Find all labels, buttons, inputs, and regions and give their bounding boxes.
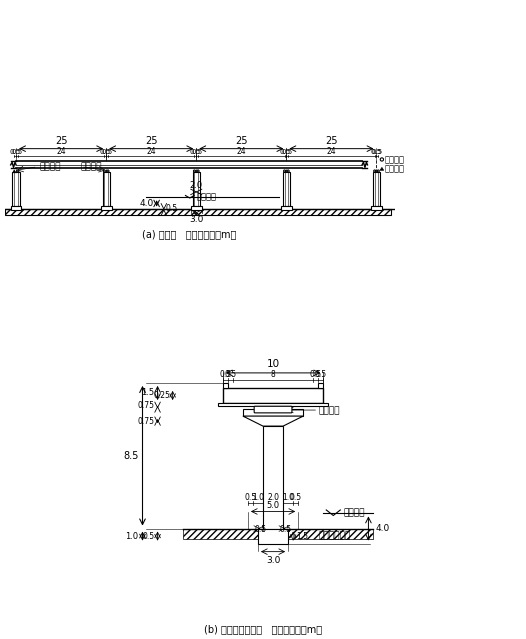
Text: 10: 10 bbox=[267, 359, 280, 369]
Circle shape bbox=[380, 158, 383, 161]
Text: 0.5: 0.5 bbox=[290, 493, 302, 502]
Text: 0.75: 0.75 bbox=[138, 417, 155, 426]
Text: 25: 25 bbox=[145, 137, 157, 146]
Text: 0.5: 0.5 bbox=[245, 493, 257, 502]
Text: (a) 立面图   （长度单位：m）: (a) 立面图 （长度单位：m） bbox=[142, 229, 236, 239]
Text: 4.0: 4.0 bbox=[376, 524, 390, 533]
Bar bbox=[193, 172, 200, 206]
Text: 0.25: 0.25 bbox=[154, 391, 170, 400]
Text: 完整新鲜基岩: 完整新鲜基岩 bbox=[318, 531, 350, 540]
Bar bbox=[191, 206, 201, 210]
Circle shape bbox=[194, 170, 196, 172]
Bar bbox=[283, 172, 290, 206]
Bar bbox=[101, 206, 112, 210]
Circle shape bbox=[17, 170, 19, 172]
Circle shape bbox=[104, 170, 105, 172]
Polygon shape bbox=[380, 167, 383, 170]
Text: 4.0: 4.0 bbox=[139, 199, 154, 208]
Bar bbox=[103, 172, 110, 206]
Circle shape bbox=[284, 170, 286, 172]
Text: 0.5: 0.5 bbox=[9, 149, 21, 155]
Bar bbox=[281, 206, 292, 210]
Circle shape bbox=[197, 170, 199, 172]
Text: 0.5: 0.5 bbox=[191, 149, 203, 155]
Text: 0.5: 0.5 bbox=[372, 149, 383, 155]
Bar bbox=[263, 426, 283, 528]
Bar bbox=[318, 383, 323, 388]
Bar bbox=[223, 388, 323, 403]
Text: 活动支座: 活动支座 bbox=[385, 155, 405, 164]
Bar bbox=[373, 172, 380, 206]
Text: 3.0: 3.0 bbox=[266, 556, 280, 565]
Text: 24: 24 bbox=[237, 147, 246, 156]
Text: 1.0: 1.0 bbox=[282, 493, 294, 502]
Bar bbox=[258, 528, 288, 544]
Bar bbox=[243, 408, 303, 416]
Bar bbox=[371, 206, 382, 210]
Polygon shape bbox=[243, 416, 303, 426]
Text: 设计水位: 设计水位 bbox=[196, 192, 216, 201]
Text: 设计水位: 设计水位 bbox=[343, 508, 365, 517]
Text: 0.5: 0.5 bbox=[282, 149, 293, 155]
Text: 3.0: 3.0 bbox=[189, 215, 204, 224]
Circle shape bbox=[287, 170, 289, 172]
Bar bbox=[11, 206, 22, 210]
Text: 0.5: 0.5 bbox=[12, 149, 23, 155]
Circle shape bbox=[377, 170, 379, 172]
Bar bbox=[218, 403, 328, 406]
Text: 0.5: 0.5 bbox=[279, 525, 291, 534]
Circle shape bbox=[107, 170, 109, 172]
Text: (b) 桥墩处横断面图   （长度单位：m）: (b) 桥墩处横断面图 （长度单位：m） bbox=[204, 624, 322, 634]
Text: 活动支座: 活动支座 bbox=[81, 162, 103, 171]
Text: 0.5: 0.5 bbox=[143, 532, 155, 541]
Text: 0.5: 0.5 bbox=[190, 149, 201, 155]
Text: 25: 25 bbox=[55, 137, 67, 146]
Circle shape bbox=[373, 170, 376, 172]
Bar bbox=[5, 210, 391, 215]
Text: 固定支座: 固定支座 bbox=[385, 164, 405, 173]
Text: 支座中心: 支座中心 bbox=[318, 406, 340, 415]
Text: 24: 24 bbox=[327, 147, 336, 156]
Bar bbox=[223, 383, 228, 388]
Text: 1.0: 1.0 bbox=[252, 493, 264, 502]
Text: 2.0: 2.0 bbox=[267, 493, 279, 502]
Text: 24: 24 bbox=[56, 147, 66, 156]
Text: 0.5: 0.5 bbox=[370, 149, 381, 155]
Polygon shape bbox=[13, 170, 16, 172]
Text: 0.5: 0.5 bbox=[224, 371, 236, 380]
Text: 1.0: 1.0 bbox=[125, 532, 138, 541]
Text: 2.0: 2.0 bbox=[190, 181, 203, 190]
Text: 0.5: 0.5 bbox=[166, 204, 178, 213]
Text: 8: 8 bbox=[271, 371, 276, 380]
Text: 0.5: 0.5 bbox=[280, 149, 291, 155]
Text: 0.5: 0.5 bbox=[255, 525, 267, 534]
Text: 25: 25 bbox=[325, 137, 338, 146]
Text: 0.5: 0.5 bbox=[310, 371, 322, 380]
Text: 固定支座: 固定支座 bbox=[39, 162, 61, 171]
Bar bbox=[13, 172, 19, 206]
FancyBboxPatch shape bbox=[254, 406, 292, 413]
Text: 0.5: 0.5 bbox=[219, 371, 231, 380]
Text: 0.5: 0.5 bbox=[102, 149, 113, 155]
Text: 0.5: 0.5 bbox=[100, 149, 111, 155]
Text: 25: 25 bbox=[235, 137, 248, 146]
Text: 0.75: 0.75 bbox=[138, 401, 155, 410]
Text: 0.5: 0.5 bbox=[315, 371, 327, 380]
Bar bbox=[183, 528, 373, 539]
Text: 8.5: 8.5 bbox=[123, 450, 138, 461]
Text: 1.5: 1.5 bbox=[296, 532, 308, 541]
Text: 24: 24 bbox=[146, 147, 156, 156]
Text: 5.0: 5.0 bbox=[267, 501, 280, 510]
Text: 1.5: 1.5 bbox=[141, 389, 155, 397]
